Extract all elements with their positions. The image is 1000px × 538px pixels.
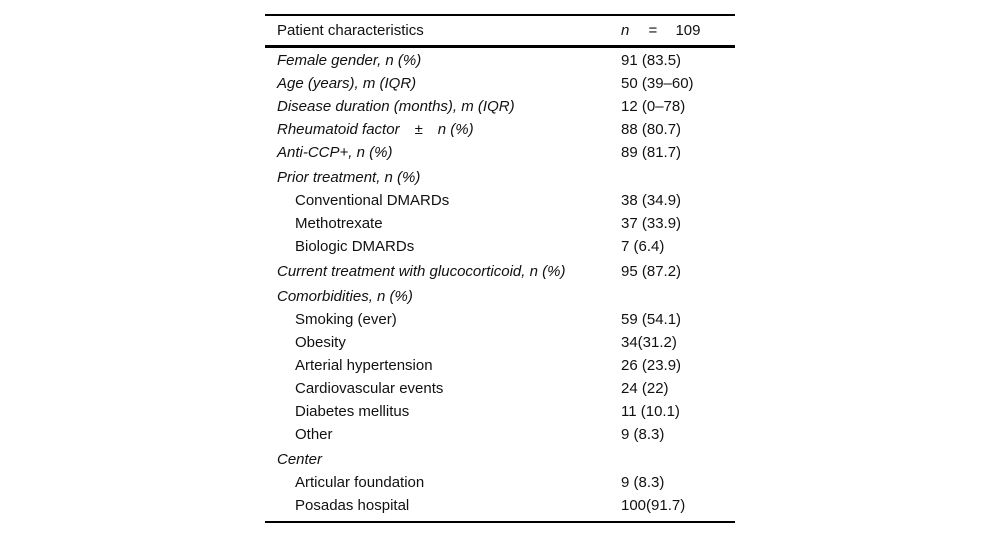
row-label: Female gender, n (%) — [277, 51, 422, 69]
patient-characteristics-table: Patient characteristics n = 109 Female g… — [265, 14, 735, 523]
table-row: Disease duration (months), m (IQR) 12 (0–… — [265, 95, 735, 118]
table-row: Articular foundation 9 (8.3) — [265, 471, 735, 494]
equals-sign: = — [648, 22, 658, 39]
row-label: Diabetes mellitus — [295, 402, 410, 420]
row-value: 37 (33.9) — [621, 214, 682, 232]
table-row: Other 9 (8.3) — [265, 423, 735, 446]
table-header-rule — [265, 45, 735, 48]
row-value: 38 (34.9) — [621, 191, 682, 209]
row-label: Biologic DMARDs — [295, 237, 415, 255]
row-value: 9 (8.3) — [621, 473, 665, 491]
table-row: Comorbidities, n (%) — [265, 285, 735, 308]
table-row: Biologic DMARDs 7 (6.4) — [265, 235, 735, 258]
row-label: Articular foundation — [295, 473, 425, 491]
row-label: Posadas hospital — [295, 496, 410, 514]
row-label: Obesity — [295, 333, 346, 351]
n-count: 109 — [675, 22, 701, 39]
row-label: Cardiovascular events — [295, 379, 444, 397]
row-label: Smoking (ever) — [295, 310, 397, 328]
table-row: Methotrexate 37 (33.9) — [265, 212, 735, 235]
table-header-label: Patient characteristics — [277, 22, 424, 39]
row-label: Rheumatoid factor ± n (%) — [277, 120, 474, 138]
row-value: 9 (8.3) — [621, 425, 665, 443]
row-label: Center — [277, 450, 323, 468]
table-row: Female gender, n (%) 91 (83.5) — [265, 49, 735, 72]
row-value: 95 (87.2) — [621, 262, 682, 280]
row-value: 100(91.7) — [621, 496, 686, 514]
row-value: 59 (54.1) — [621, 310, 682, 328]
row-label: Conventional DMARDs — [295, 191, 450, 209]
row-label: Current treatment with glucocorticoid, n… — [277, 262, 566, 280]
n-symbol: n — [621, 22, 630, 39]
row-value: 91 (83.5) — [621, 51, 682, 69]
row-value: 26 (23.9) — [621, 356, 682, 374]
row-label: Comorbidities, n (%) — [277, 287, 413, 305]
row-value: 34(31.2) — [621, 333, 677, 351]
row-label: Anti-CCP+, n (%) — [277, 143, 393, 161]
table-bottom-rule — [265, 520, 735, 523]
table-row: Conventional DMARDs 38 (34.9) — [265, 189, 735, 212]
table-row: Age (years), m (IQR) 50 (39–60) — [265, 72, 735, 95]
row-label: Other — [295, 425, 333, 443]
row-value: 12 (0–78) — [621, 97, 686, 115]
table-row: Obesity 34(31.2) — [265, 331, 735, 354]
table-header-row: Patient characteristics n = 109 — [265, 16, 735, 45]
header-n-value: n = 109 — [621, 16, 700, 45]
table-row: Posadas hospital 100(91.7) — [265, 494, 735, 517]
table-row: Cardiovascular events 24 (22) — [265, 377, 735, 400]
table-body: Female gender, n (%) 91 (83.5) Age (years)… — [265, 48, 735, 521]
table-row: Center — [265, 448, 735, 471]
row-value: 11 (10.1) — [621, 402, 680, 420]
row-value: 24 (22) — [621, 379, 669, 397]
table-row: Arterial hypertension 26 (23.9) — [265, 354, 735, 377]
row-value: 50 (39–60) — [621, 74, 694, 92]
table-row: Prior treatment, n (%) — [265, 166, 735, 189]
row-label: Age (years), m (IQR) — [277, 74, 417, 92]
row-label: Prior treatment, n (%) — [277, 168, 421, 186]
row-value: 89 (81.7) — [621, 143, 682, 161]
table-row: Rheumatoid factor ± n (%) 88 (80.7) — [265, 118, 735, 141]
table-row: Smoking (ever) 59 (54.1) — [265, 308, 735, 331]
table-top-rule — [265, 14, 735, 16]
row-value: 88 (80.7) — [621, 120, 682, 138]
row-label: Arterial hypertension — [295, 356, 433, 374]
row-label: Methotrexate — [295, 214, 383, 232]
table-row: Anti-CCP+, n (%) 89 (81.7) — [265, 141, 735, 164]
table-row: Current treatment with glucocorticoid, n… — [265, 260, 735, 283]
row-value: 7 (6.4) — [621, 237, 665, 255]
row-label: Disease duration (months), m (IQR) — [277, 97, 515, 115]
table-row: Diabetes mellitus 11 (10.1) — [265, 400, 735, 423]
